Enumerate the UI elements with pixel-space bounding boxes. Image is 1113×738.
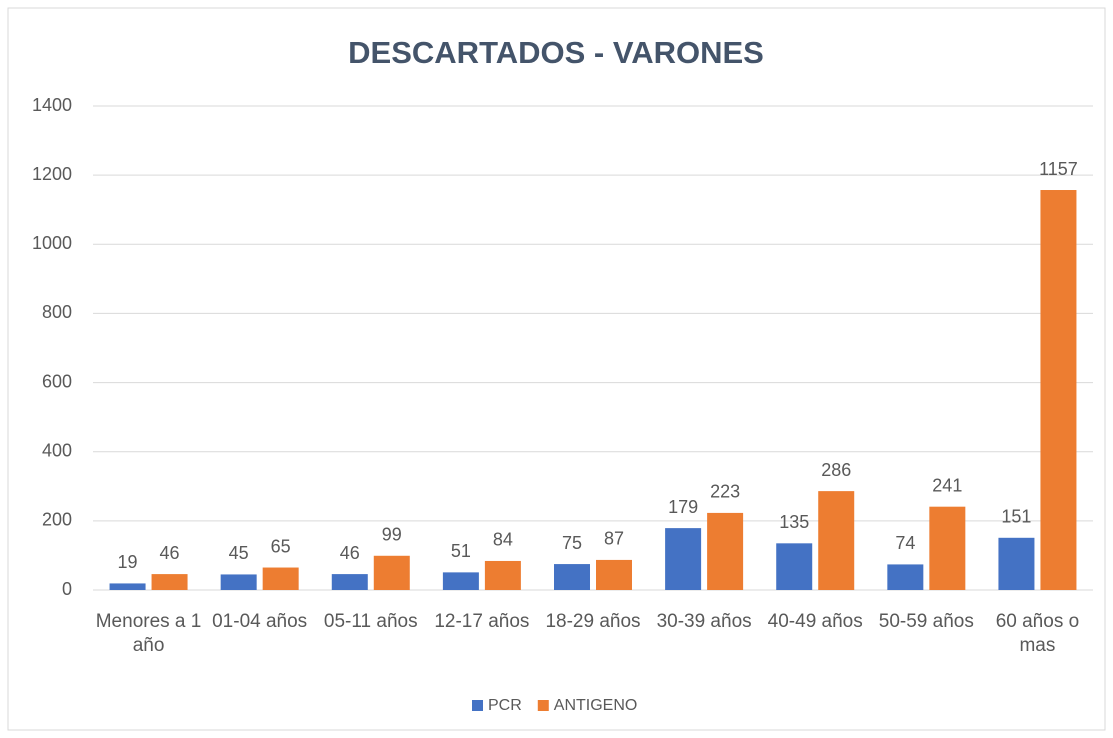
bar [331, 574, 368, 590]
data-label: 46 [340, 543, 360, 563]
y-tick-label: 800 [42, 302, 72, 322]
y-tick-label: 0 [62, 579, 72, 599]
bar [998, 537, 1035, 590]
legend-label: PCR [488, 697, 522, 714]
bar [220, 574, 257, 590]
data-label: 223 [710, 482, 740, 502]
y-tick-label: 200 [42, 510, 72, 530]
data-label: 45 [229, 543, 249, 563]
bar [776, 543, 813, 590]
bar [1040, 190, 1077, 590]
bar [373, 555, 410, 590]
legend-swatch [537, 700, 549, 711]
bar [929, 506, 966, 590]
bar [442, 572, 479, 590]
chart-title: DESCARTADOS - VARONES [348, 35, 764, 70]
x-tick-label: 60 años o mas [995, 611, 1080, 656]
data-label: 1157 [1039, 159, 1078, 179]
bar [665, 528, 702, 590]
data-label: 51 [451, 541, 471, 561]
y-tick-label: 1200 [32, 164, 72, 184]
data-label: 99 [382, 525, 402, 545]
data-label: 87 [604, 529, 624, 549]
data-label: 179 [668, 497, 698, 517]
x-tick-label: 30-39 años [656, 611, 752, 632]
data-label: 84 [493, 530, 513, 550]
x-tick-label: 05-11 años [323, 611, 418, 632]
x-tick-label: 50-59 años [878, 611, 974, 632]
data-label: 65 [271, 536, 291, 556]
bar [262, 567, 299, 590]
bar [109, 583, 146, 590]
bar [596, 559, 632, 590]
x-tick-label: 01-04 años [212, 611, 308, 632]
y-tick-label: 1000 [32, 233, 72, 253]
data-label: 46 [160, 543, 180, 563]
data-label: 135 [779, 512, 809, 532]
data-label: 241 [932, 475, 962, 495]
x-tick-label: Menores a 1 año [95, 611, 202, 656]
y-tick-label: 600 [42, 371, 72, 391]
bar [554, 564, 590, 590]
x-tick-label: 12-17 años [434, 611, 530, 632]
chart-border [7, 7, 1106, 731]
bar [887, 564, 924, 590]
data-label: 19 [118, 552, 138, 572]
data-label: 74 [895, 533, 915, 553]
legend-swatch [472, 700, 483, 711]
data-label: 75 [562, 533, 582, 553]
bar [707, 512, 744, 590]
data-label: 286 [821, 460, 851, 480]
x-tick-label: 18-29 años [545, 611, 641, 632]
legend-label: ANTIGENO [554, 697, 638, 714]
x-tick-label: 40-49 años [767, 611, 863, 632]
bar [818, 491, 855, 590]
bar [151, 574, 188, 590]
y-tick-label: 400 [42, 440, 72, 460]
bar [484, 560, 521, 590]
data-label: 151 [1001, 507, 1031, 527]
y-tick-label: 1400 [32, 95, 72, 115]
